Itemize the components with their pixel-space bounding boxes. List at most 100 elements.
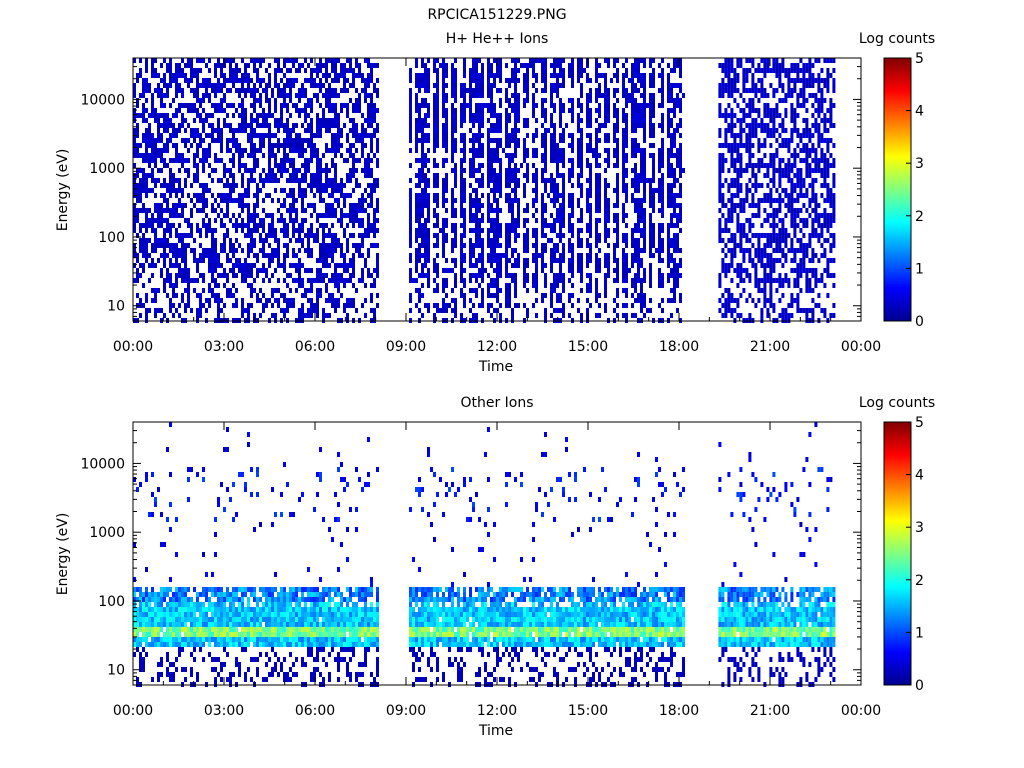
spectrogram-cell bbox=[286, 303, 289, 308]
spectrogram-cell bbox=[415, 208, 418, 213]
spectrogram-cell bbox=[598, 258, 601, 263]
spectrogram-cell bbox=[196, 228, 199, 233]
spectrogram-cell bbox=[172, 243, 175, 248]
spectrogram-cell bbox=[193, 193, 196, 198]
spectrogram-cell bbox=[205, 188, 208, 193]
spectrogram-cell bbox=[523, 83, 526, 88]
spectrogram-cell bbox=[436, 113, 439, 118]
spectrogram-cell bbox=[295, 218, 298, 223]
spectrogram-cell bbox=[556, 73, 559, 78]
spectrogram-cell bbox=[598, 163, 601, 168]
spectrogram-cell bbox=[658, 233, 661, 238]
spectrogram-cell bbox=[661, 118, 664, 123]
spectrogram-cell bbox=[442, 133, 445, 138]
spectrogram-cell bbox=[589, 123, 592, 128]
spectrogram-cell bbox=[427, 58, 430, 63]
spectrogram-cell bbox=[424, 258, 427, 263]
spectrogram-cell bbox=[169, 78, 172, 83]
spectrogram-cell bbox=[724, 118, 728, 123]
spectrogram-cell bbox=[325, 123, 328, 128]
spectrogram-cell bbox=[193, 138, 196, 143]
spectrogram-cell bbox=[577, 103, 580, 108]
spectrogram-cell bbox=[142, 173, 145, 178]
spectrogram-cell bbox=[517, 303, 520, 308]
spectrogram-cell bbox=[724, 113, 728, 118]
spectrogram-cell bbox=[172, 293, 175, 298]
spectrogram-cell bbox=[292, 198, 295, 203]
spectrogram-cell bbox=[451, 223, 454, 228]
spectrogram-cell bbox=[268, 83, 271, 88]
spectrogram-cell bbox=[172, 183, 175, 188]
spectrogram-cell bbox=[337, 298, 340, 303]
spectrogram-cell bbox=[577, 218, 580, 223]
spectrogram-cell bbox=[661, 163, 664, 168]
spectrogram-cell bbox=[556, 233, 559, 238]
spectrogram-cell bbox=[634, 138, 637, 143]
spectrogram-cell bbox=[496, 293, 499, 298]
spectrogram-cell bbox=[640, 83, 643, 88]
spectrogram-cell bbox=[352, 283, 355, 288]
spectrogram-cell bbox=[526, 148, 529, 153]
spectrogram-cell bbox=[640, 123, 643, 128]
spectrogram-cell bbox=[586, 223, 589, 228]
spectrogram-cell bbox=[517, 253, 520, 258]
spectrogram-cell bbox=[721, 248, 725, 253]
spectrogram-cell bbox=[493, 233, 496, 238]
spectrogram-cell bbox=[523, 143, 526, 148]
spectrogram-cell bbox=[409, 138, 412, 143]
spectrogram-cell bbox=[718, 113, 722, 118]
spectrogram-cell bbox=[589, 113, 592, 118]
spectrogram-cell bbox=[361, 143, 364, 148]
spectrogram-cell bbox=[289, 238, 292, 243]
spectrogram-cell bbox=[205, 248, 208, 253]
spectrogram-cell bbox=[676, 248, 679, 253]
spectrogram-cell bbox=[595, 208, 598, 213]
spectrogram-cell bbox=[613, 188, 616, 193]
spectrogram-cell bbox=[730, 238, 734, 243]
spectrogram-cell bbox=[586, 143, 589, 148]
spectrogram-cell bbox=[577, 268, 580, 273]
spectrogram-cell bbox=[289, 98, 292, 103]
spectrogram-cell bbox=[517, 108, 520, 113]
spectrogram-cell bbox=[478, 268, 481, 273]
spectrogram-cell bbox=[232, 303, 235, 308]
spectrogram-cell bbox=[643, 83, 646, 88]
spectrogram-cell bbox=[361, 168, 364, 173]
spectrogram-cell bbox=[559, 238, 562, 243]
spectrogram-cell bbox=[625, 313, 628, 318]
spectrogram-cell bbox=[253, 218, 256, 223]
spectrogram-cell bbox=[370, 183, 373, 188]
spectrogram-cell bbox=[658, 238, 661, 243]
spectrogram-cell bbox=[463, 93, 466, 98]
spectrogram-cell bbox=[673, 238, 676, 243]
spectrogram-cell bbox=[205, 78, 208, 83]
spectrogram-cell bbox=[424, 63, 427, 68]
spectrogram-cell bbox=[190, 278, 193, 283]
spectrogram-cell bbox=[208, 173, 211, 178]
spectrogram-cell bbox=[499, 103, 502, 108]
spectrogram-cell bbox=[271, 273, 274, 278]
spectrogram-cell bbox=[673, 108, 676, 113]
spectrogram-cell bbox=[322, 233, 325, 238]
spectrogram-cell bbox=[628, 78, 631, 83]
spectrogram-cell bbox=[625, 258, 628, 263]
spectrogram-cell bbox=[202, 168, 205, 173]
spectrogram-cell bbox=[667, 113, 670, 118]
spectrogram-cell bbox=[202, 278, 205, 283]
spectrogram-cell bbox=[676, 213, 679, 218]
spectrogram-cell bbox=[445, 128, 448, 133]
spectrogram-cell bbox=[238, 243, 241, 248]
spectrogram-cell bbox=[175, 243, 178, 248]
spectrogram-cell bbox=[733, 68, 737, 73]
spectrogram-cell bbox=[721, 303, 725, 308]
spectrogram-cell bbox=[160, 183, 163, 188]
spectrogram-cell bbox=[220, 208, 223, 213]
spectrogram-cell bbox=[640, 178, 643, 183]
spectrogram-cell bbox=[373, 103, 376, 108]
spectrogram-cell bbox=[433, 113, 436, 118]
spectrogram-cell bbox=[661, 113, 664, 118]
spectrogram-cell bbox=[148, 113, 151, 118]
spectrogram-cell bbox=[358, 278, 361, 283]
spectrogram-cell bbox=[292, 228, 295, 233]
spectrogram-cell bbox=[175, 253, 178, 258]
